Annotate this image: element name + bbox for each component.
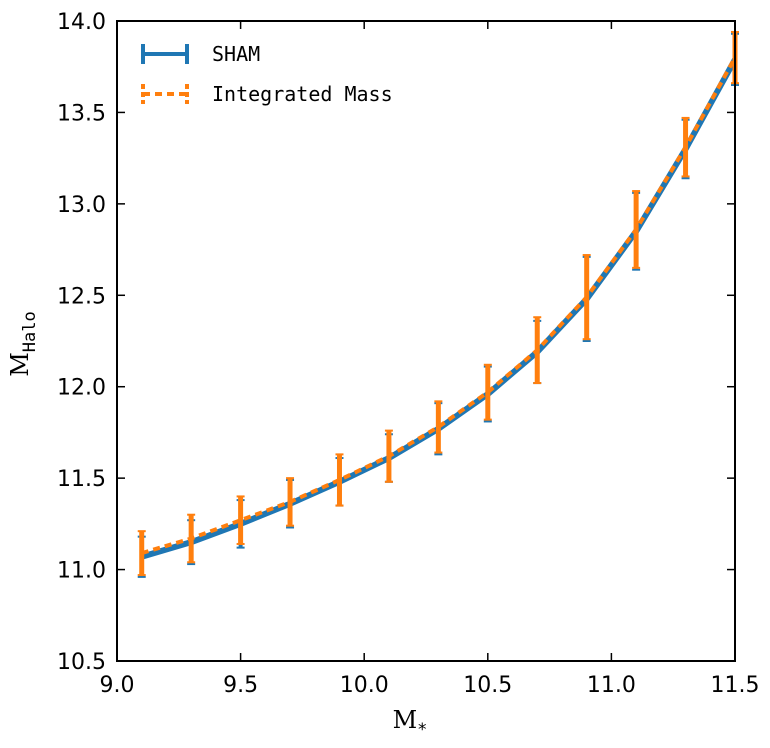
series-line-sham [140,57,738,560]
y-axis-label: MHalo [6,311,40,377]
error-bar-integrated-mass [286,477,295,527]
y-tick-label: 14.0 [57,10,106,35]
error-bar-integrated-mass [632,190,641,269]
x-tick-label: 10.0 [340,673,389,698]
plot-frame [116,20,736,662]
x-tick-label: 9.5 [223,673,258,698]
x-axis-label: M* [393,706,428,740]
series-line-integrated-mass [141,56,737,556]
x-tick-label: 10.5 [463,673,512,698]
chart-marks [137,30,739,578]
error-bar-integrated-mass [137,530,146,577]
error-bar-integrated-mass [582,254,591,341]
error-bar-integrated-mass [187,513,196,564]
y-tick-label: 12.0 [57,376,106,401]
error-bar-integrated-mass [384,429,393,483]
error-bar-integrated-mass [236,495,245,545]
series-integrated-mass [137,30,739,577]
x-tick-label: 11.5 [711,673,760,698]
y-axis: 10.5 11.0 11.5 12.0 12.5 13.0 13.5 14.0 [57,10,735,675]
legend: SHAM Integrated Mass [141,42,393,106]
y-tick-label: 10.5 [57,650,106,675]
y-tick-label: 12.5 [57,284,106,309]
y-tick-label: 13.0 [57,193,106,218]
y-tick-label: 11.5 [57,467,106,492]
legend-item-integrated-mass: Integrated Mass [141,82,393,106]
y-tick-label: 13.5 [57,101,106,126]
error-bar-integrated-mass [335,453,344,507]
x-tick-label: 11.0 [587,673,636,698]
y-tick-label: 11.0 [57,559,106,584]
legend-integrated-mass-label: Integrated Mass [212,82,393,106]
error-bar-integrated-mass [434,400,443,454]
legend-sham-label: SHAM [212,42,260,66]
x-tick-label: 9.0 [100,673,135,698]
error-bar-integrated-mass [681,116,690,178]
error-bar-integrated-mass [533,316,542,385]
x-axis: 9.0 9.5 10.0 10.5 11.0 11.5 [100,21,760,698]
series-sham [137,32,739,578]
legend-item-sham: SHAM [141,42,260,66]
error-bar-integrated-mass [483,363,492,421]
